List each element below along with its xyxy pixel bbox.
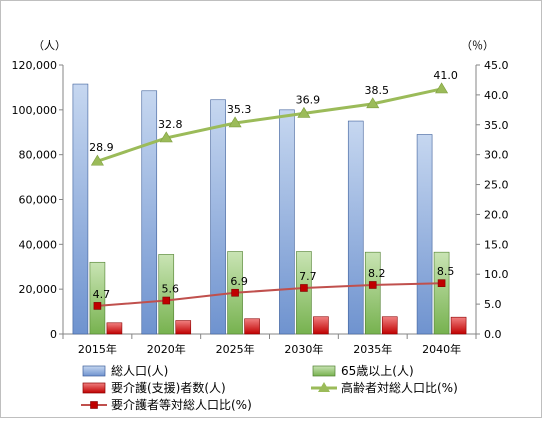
point-marker	[90, 154, 104, 166]
right-tick-label: 30.0	[484, 149, 509, 162]
data-label: 8.2	[368, 267, 386, 280]
left-axis-ticks: 0 20,000 40,000 60,000 80,000 100,000 120,000	[12, 59, 63, 341]
data-label: 7.7	[299, 270, 317, 283]
right-tick-label: 15.0	[484, 238, 509, 251]
x-tick-label: 2035年	[353, 342, 392, 356]
bar	[175, 320, 192, 335]
right-axis-ticks: 0.0 5.0 10.0 15.0 20.0 25.0 30.0 35.0 40.0 45.0	[476, 59, 509, 341]
point-marker	[435, 82, 449, 94]
point-marker	[228, 116, 242, 128]
data-label: 38.5	[365, 84, 390, 97]
left-tick-label: 100,000	[12, 104, 58, 117]
legend-swatch	[312, 365, 336, 377]
x-tick-label: 2040年	[422, 342, 461, 356]
left-tick-label: 80,000	[19, 149, 58, 162]
right-tick-label: 5.0	[484, 298, 502, 311]
bar	[158, 254, 175, 335]
series-line	[96, 87, 442, 163]
x-tick-label: 2030年	[284, 342, 323, 356]
left-tick-label: 120,000	[12, 59, 58, 72]
axes	[62, 65, 477, 339]
left-axis-unit: （人）	[33, 39, 66, 52]
point-marker	[300, 284, 308, 292]
x-tick-label: 2015年	[78, 342, 117, 356]
data-label: 36.9	[296, 93, 321, 106]
bar	[433, 251, 450, 335]
bar	[106, 322, 123, 335]
left-tick-label: 40,000	[19, 238, 58, 251]
legend-label: 高齢者対総人口比(%)	[341, 380, 458, 395]
bar	[141, 90, 158, 335]
x-axis-labels: 2015年 2020年 2025年 2030年 2035年 2040年	[78, 342, 461, 356]
series-line	[97, 282, 442, 307]
bar	[313, 316, 329, 335]
data-label: 41.0	[433, 69, 458, 82]
right-tick-label: 10.0	[484, 268, 509, 281]
bar	[279, 109, 295, 335]
left-tick-label: 60,000	[19, 194, 58, 207]
bar	[450, 316, 467, 335]
bar	[364, 251, 381, 335]
right-tick-label: 20.0	[484, 208, 509, 221]
legend-label: 要介護(支援)者数(人)	[111, 380, 226, 395]
data-label: 5.6	[162, 283, 180, 296]
left-tick-label: 20,000	[19, 283, 58, 296]
right-axis-unit: （％）	[461, 39, 494, 52]
x-tick-label: 2025年	[216, 342, 255, 356]
legend: 総人口(人) 65歳以上(人) 要介護(支援)者数(人) 高齢者対総人口比(%) 要介護…	[81, 364, 458, 412]
bar	[381, 316, 398, 335]
right-tick-label: 40.0	[484, 89, 509, 102]
bar	[72, 83, 89, 335]
bars	[72, 83, 467, 335]
bar	[416, 134, 433, 335]
legend-swatch	[82, 382, 106, 394]
bar	[296, 251, 312, 335]
legend-swatch	[82, 365, 106, 377]
left-tick-label: 0	[50, 328, 57, 341]
data-label: 8.5	[437, 265, 455, 278]
bar	[244, 318, 260, 335]
point-marker	[437, 279, 446, 287]
right-tick-label: 0.0	[484, 328, 502, 341]
legend-marker	[318, 382, 330, 392]
data-label: 28.9	[89, 141, 114, 154]
lines: 28.9 32.8 35.3 36.9 38.5 41.0 4.7 5.6 6.9 7.7 8.2 8…	[89, 69, 458, 310]
point-marker	[93, 302, 102, 310]
data-label: 6.9	[230, 275, 248, 288]
right-tick-label: 35.0	[484, 119, 509, 132]
x-tick-label: 2020年	[147, 342, 186, 356]
point-marker	[162, 296, 171, 305]
data-label: 4.7	[93, 288, 111, 301]
bar	[210, 99, 226, 335]
point-marker	[366, 97, 380, 109]
legend-label: 要介護者等対総人口比(%)	[111, 397, 252, 412]
data-label: 35.3	[227, 103, 252, 116]
legend-marker	[90, 401, 98, 409]
data-label: 32.8	[158, 118, 183, 131]
point-marker	[159, 131, 173, 143]
right-tick-label: 45.0	[484, 59, 509, 72]
bar	[89, 261, 106, 335]
legend-label: 総人口(人)	[111, 364, 168, 378]
bar	[347, 120, 364, 335]
point-marker	[297, 106, 311, 118]
point-marker	[368, 281, 377, 289]
point-marker	[231, 288, 239, 297]
right-tick-label: 25.0	[484, 179, 509, 192]
legend-label: 65歳以上(人)	[341, 364, 414, 378]
